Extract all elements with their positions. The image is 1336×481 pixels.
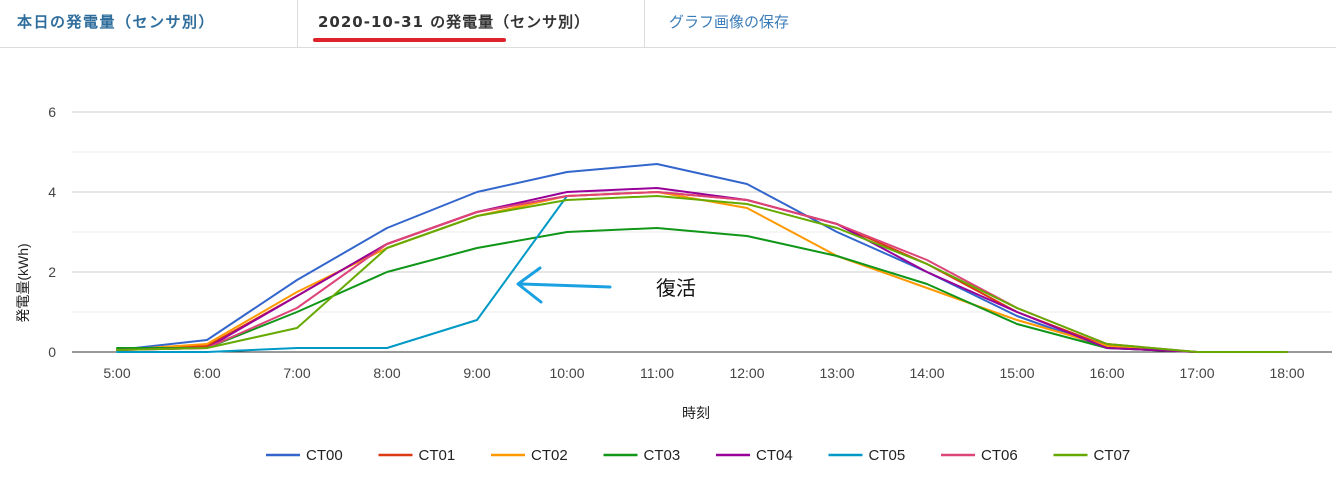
y-tick-label: 2 [48, 264, 56, 280]
series-line-ct07 [116, 195, 1288, 353]
series-line-ct03 [116, 227, 1288, 353]
save-graph-image-link[interactable]: グラフ画像の保存 [645, 0, 789, 47]
y-tick-label: 4 [48, 184, 56, 200]
chart-series-lines [116, 163, 1288, 353]
tab-bar: 本日の発電量（センサ別） 2020-10-31 の発電量（センサ別） グラフ画像… [0, 0, 1336, 48]
y-tick-label: 0 [48, 344, 56, 360]
x-tick-label: 18:00 [1269, 365, 1304, 381]
x-axis-ticks: 5:00 6:00 7:00 8:00 9:00 10:00 11:00 12:00 13:00… [103, 365, 1304, 381]
x-tick-label: 16:00 [1089, 365, 1124, 381]
x-tick-label: 15:00 [999, 365, 1034, 381]
x-tick-label: 5:00 [103, 365, 130, 381]
annotation-text: 復活 [656, 277, 696, 300]
chart-gridlines [72, 111, 1332, 353]
annotation-arrow-icon [516, 266, 612, 304]
y-axis-ticks: 0 2 4 6 [48, 104, 56, 360]
active-tab-indicator [313, 38, 506, 42]
x-tick-label: 11:00 [640, 365, 674, 381]
save-graph-image-label: グラフ画像の保存 [669, 13, 790, 31]
tab-date-label: 2020-10-31 の発電量（センサ別） [318, 13, 591, 31]
x-tick-label: 7:00 [283, 365, 310, 381]
tab-today-label: 本日の発電量（センサ別） [17, 13, 216, 31]
x-tick-label: 13:00 [819, 365, 854, 381]
x-tick-label: 17:00 [1179, 365, 1214, 381]
legend-label-ct02: CT02 [531, 447, 568, 464]
revival-annotation: 復活 [516, 266, 696, 304]
x-tick-label: 10:00 [549, 365, 584, 381]
legend-label-ct07: CT07 [1094, 447, 1131, 464]
x-tick-label: 12:00 [729, 365, 764, 381]
x-tick-label: 6:00 [193, 365, 220, 381]
legend-label-ct05: CT05 [869, 447, 906, 464]
chart-legend: CT00 CT01 CT02 CT03 CT04 CT05 CT06 CT07 [266, 447, 1130, 464]
x-tick-label: 8:00 [373, 365, 400, 381]
legend-label-ct04: CT04 [756, 447, 793, 464]
x-axis-label: 時刻 [682, 405, 710, 421]
series-line-ct05 [116, 195, 568, 353]
tab-today-generation[interactable]: 本日の発電量（センサ別） [0, 0, 298, 47]
y-tick-label: 6 [48, 104, 56, 120]
x-tick-label: 9:00 [463, 365, 490, 381]
legend-label-ct03: CT03 [644, 447, 681, 464]
x-tick-label: 14:00 [909, 365, 944, 381]
tab-date-generation[interactable]: 2020-10-31 の発電量（センサ別） [298, 0, 645, 47]
legend-label-ct01: CT01 [419, 447, 456, 464]
series-line-ct04 [116, 187, 1288, 353]
generation-line-chart: 0 2 4 6 5:00 6:00 7:00 8:00 9:00 10:00 11:00 12:00… [15, 104, 1332, 464]
y-axis-label: 発電量(kWh) [15, 243, 31, 322]
legend-label-ct06: CT06 [981, 447, 1018, 464]
legend-label-ct00: CT00 [306, 447, 343, 464]
